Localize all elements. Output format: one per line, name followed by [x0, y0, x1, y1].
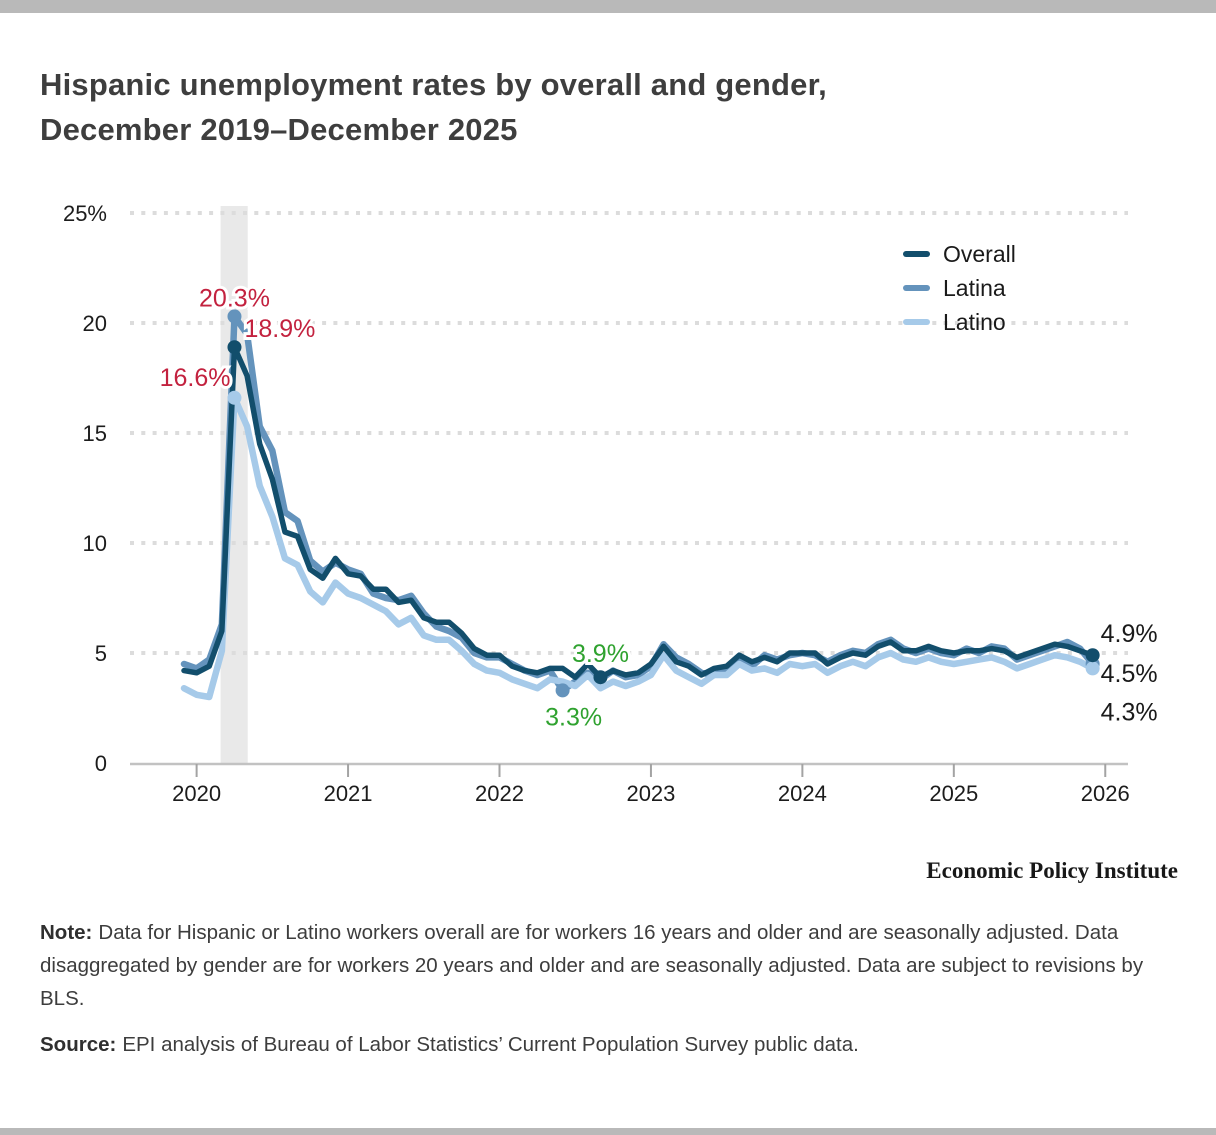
note-body: Data for Hispanic or Latino workers over…	[40, 921, 1144, 1010]
data-point-latino	[1085, 661, 1100, 676]
source-label: Source:	[40, 1033, 117, 1056]
data-point-latino	[227, 390, 242, 405]
series-line-overall	[181, 344, 1096, 680]
y-axis-label: 25%	[63, 201, 107, 226]
annotation-20.3%: 20.3%	[199, 284, 270, 312]
annotation-18.9%: 18.9%	[244, 315, 315, 343]
annotation-3.9%: 3.9%	[572, 640, 629, 668]
y-axis-label: 0	[95, 751, 107, 776]
legend-item-latina: Latina	[903, 271, 1016, 305]
data-point-overall	[1085, 648, 1100, 663]
annotation-3.3%: 3.3%	[545, 703, 602, 731]
data-point-latina	[555, 683, 570, 698]
legend-swatch-latina	[903, 285, 930, 291]
legend-swatch-latino	[903, 319, 930, 325]
legend-item-latino: Latino	[903, 305, 1016, 339]
series-line-latino	[180, 394, 1096, 701]
annotation-4.3%: 4.3%	[1101, 698, 1158, 726]
data-point-latina	[227, 309, 242, 324]
source-body: EPI analysis of Bureau of Labor Statisti…	[122, 1033, 859, 1056]
legend-swatch-overall	[903, 251, 930, 257]
x-axis-label: 2022	[475, 781, 524, 806]
x-axis-label: 2020	[172, 781, 221, 806]
series-line-latina	[180, 313, 1096, 694]
figure-title-line1: Hispanic unemployment rates by overall a…	[40, 67, 827, 102]
legend-label-overall: Overall	[943, 240, 1016, 267]
note-block: Note: Data for Hispanic or Latino workers…	[40, 916, 1180, 1015]
source-block: Source: EPI analysis of Bureau of Labor S…	[40, 1028, 1180, 1061]
y-axis-label: 10	[83, 531, 107, 556]
figure-title: Hispanic unemployment rates by overall a…	[40, 62, 1160, 152]
annotation-4.5%: 4.5%	[1101, 660, 1158, 688]
y-axis-label: 15	[83, 421, 107, 446]
x-axis-label: 2024	[778, 781, 827, 806]
unemployment-line-chart: 2020 2021 2022 2023 2024 2025 2026 0 5 10 15 20 25% 2…	[62, 201, 1158, 806]
x-axis-label: 2025	[929, 781, 978, 806]
chart-legend: Overall Latina Latino	[903, 237, 1016, 339]
y-axis-label: 5	[95, 641, 107, 666]
data-point-overall	[593, 670, 608, 685]
x-axis-label: 2021	[324, 781, 373, 806]
data-point-overall	[227, 340, 242, 355]
legend-label-latina: Latina	[943, 274, 1006, 301]
legend-label-latino: Latino	[943, 308, 1006, 335]
annotation-4.9%: 4.9%	[1101, 620, 1158, 648]
top-bar	[0, 0, 1216, 13]
x-axis-label: 2026	[1081, 781, 1130, 806]
legend-item-overall: Overall	[903, 237, 1016, 271]
bottom-bar	[0, 1128, 1216, 1135]
y-axis-label: 20	[83, 311, 107, 336]
note-label: Note:	[40, 921, 93, 944]
annotation-16.6%: 16.6%	[160, 364, 231, 392]
epi-branding: Economic Policy Institute	[926, 858, 1178, 883]
figure-title-line2: December 2019–December 2025	[40, 112, 518, 147]
x-axis-label: 2023	[626, 781, 675, 806]
